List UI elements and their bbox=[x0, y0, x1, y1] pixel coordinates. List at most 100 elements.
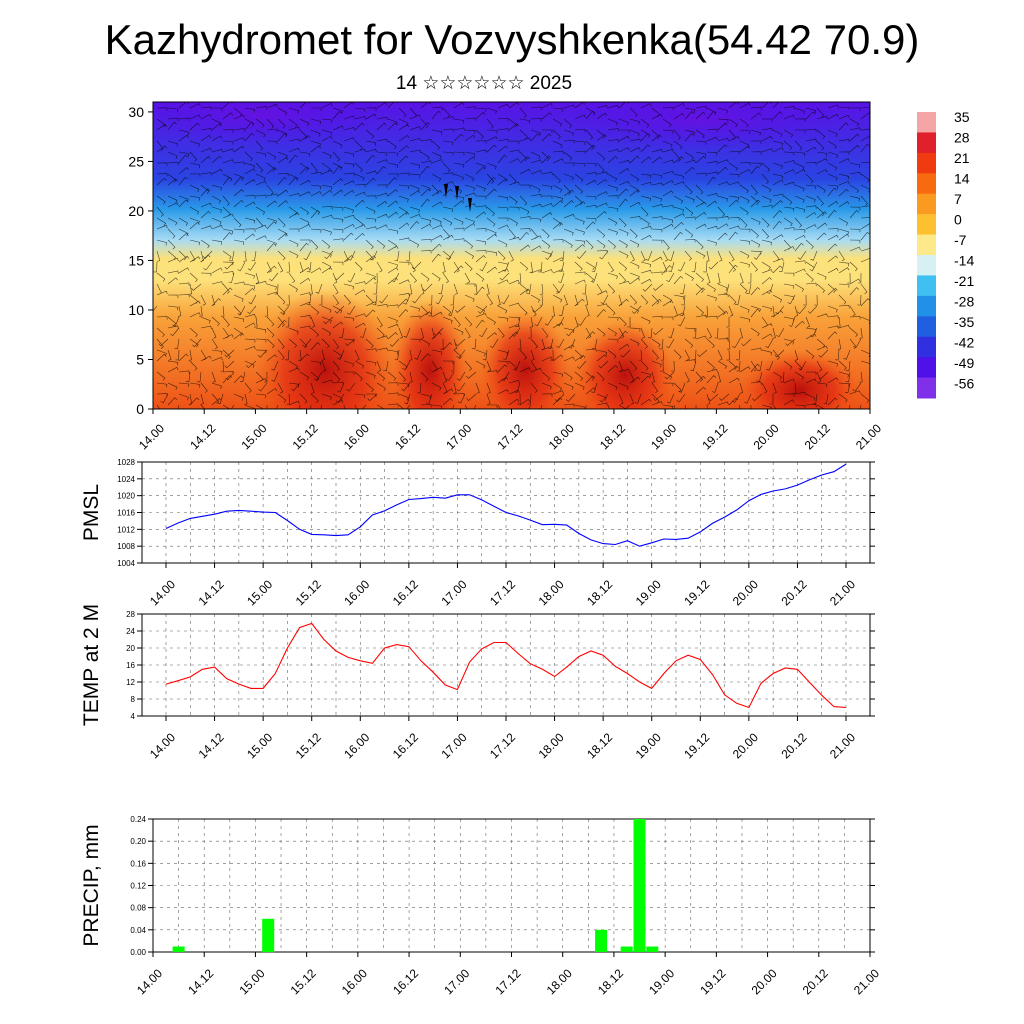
precip-xtick-label: 18.00 bbox=[544, 966, 575, 997]
temp-xtick-label: 19.12 bbox=[681, 730, 712, 761]
colorbar-label: 0 bbox=[954, 212, 962, 228]
wind-flag-2 bbox=[468, 198, 472, 212]
precip-xtick-label: 17.00 bbox=[441, 966, 472, 997]
precip-xtick-label: 20.00 bbox=[749, 966, 780, 997]
precip-bar bbox=[633, 819, 646, 952]
precip-xtick-label: 14.12 bbox=[185, 966, 216, 997]
pmsl-xtick-label: 17.00 bbox=[438, 577, 469, 608]
wind-flag-1 bbox=[455, 186, 459, 200]
heat-xtick-label: 15.00 bbox=[238, 421, 269, 452]
precip-xtick-label: 20.12 bbox=[800, 966, 831, 997]
temp-xtick-label: 19.00 bbox=[633, 730, 664, 761]
precip-ytick-label: 0.12 bbox=[130, 882, 146, 891]
hot-core-3 bbox=[575, 320, 675, 409]
pmsl-xtick-label: 15.12 bbox=[293, 577, 324, 608]
pmsl-series-line bbox=[165, 463, 847, 547]
heat-xtick-label: 20.12 bbox=[802, 421, 833, 452]
temp-xtick-label: 14.00 bbox=[147, 730, 178, 761]
temp-ytick-label: 4 bbox=[131, 712, 136, 721]
heat-xtick-label: 17.12 bbox=[494, 421, 525, 452]
precip-ylabel: PRECIP, mm bbox=[80, 824, 103, 946]
heat-ytick-label: 5 bbox=[136, 351, 144, 367]
pmsl-xtick-label: 16.12 bbox=[390, 577, 421, 608]
heat-xtick-label: 16.12 bbox=[392, 421, 423, 452]
colorbar-swatch bbox=[917, 336, 936, 358]
colorbar-label: 21 bbox=[954, 150, 970, 166]
precip-ytick-label: 0.16 bbox=[130, 859, 146, 868]
heat-xtick-label: 19.12 bbox=[699, 421, 730, 452]
heat-xtick-label: 17.00 bbox=[443, 421, 474, 452]
precip-bar bbox=[620, 946, 633, 952]
colorbar-label: -49 bbox=[954, 355, 974, 371]
temp-ytick-label: 20 bbox=[126, 644, 135, 653]
temp-xtick-label: 15.00 bbox=[244, 730, 275, 761]
temp-xtick-label: 16.12 bbox=[390, 730, 421, 761]
precip-xtick-label: 15.00 bbox=[236, 966, 267, 997]
temp-ytick-label: 24 bbox=[126, 627, 135, 636]
temp-xtick-label: 16.00 bbox=[341, 730, 372, 761]
heat-xtick-label: 19.00 bbox=[648, 421, 679, 452]
heatmap-panel: 0 5 10 15 20 25 30 14.00 14.12 15.00 15.12 16.00 16.… bbox=[128, 101, 884, 452]
precip-xtick-label: 17.12 bbox=[492, 966, 523, 997]
heat-xtick-label: 15.12 bbox=[290, 421, 321, 452]
heat-ytick-label: 10 bbox=[128, 302, 144, 318]
colorbar-label: 28 bbox=[954, 130, 970, 146]
pmsl-xtick-label: 18.00 bbox=[536, 577, 567, 608]
precip-bar bbox=[262, 918, 275, 953]
temp-xtick-label: 14.12 bbox=[196, 730, 227, 761]
colorbar-label: -14 bbox=[954, 253, 974, 269]
pmsl-xtick-label: 18.12 bbox=[584, 577, 615, 608]
heatmap-blobs bbox=[153, 102, 860, 409]
colorbar-swatch bbox=[917, 173, 936, 195]
heat-xtick-label: 18.00 bbox=[546, 421, 577, 452]
heat-xtick-label: 20.00 bbox=[751, 421, 782, 452]
pmsl-ytick-label: 1012 bbox=[117, 525, 135, 534]
pmsl-xtick-label: 21.00 bbox=[827, 577, 858, 608]
temp-xtick-label: 18.12 bbox=[584, 730, 615, 761]
temp-ytick-label: 12 bbox=[126, 678, 135, 687]
colorbar-label: -21 bbox=[954, 273, 974, 289]
cold-core-1 bbox=[560, 102, 840, 150]
temp-ylabel: TEMP at 2 M bbox=[80, 604, 103, 726]
cold-core-0 bbox=[153, 102, 380, 145]
temp-xtick-label: 15.12 bbox=[293, 730, 324, 761]
wind-flag-0 bbox=[444, 184, 448, 198]
colorbar-swatch bbox=[917, 132, 936, 154]
pmsl-xtick-label: 19.12 bbox=[681, 577, 712, 608]
heat-xtick-label: 14.00 bbox=[136, 421, 167, 452]
pmsl-xtick-label: 16.00 bbox=[341, 577, 372, 608]
heat-xtick-label: 16.00 bbox=[341, 421, 372, 452]
pmsl-panel: 1004 1008 1012 1016 1020 1024 1028 14.00 14.12 15… bbox=[80, 458, 875, 608]
precip-bar bbox=[646, 946, 659, 952]
temp-xtick-label: 20.12 bbox=[778, 730, 809, 761]
temp-xtick-label: 18.00 bbox=[536, 730, 567, 761]
pmsl-xtick-label: 20.00 bbox=[730, 577, 761, 608]
temp-ytick-label: 16 bbox=[126, 661, 135, 670]
colorbar-swatch bbox=[917, 316, 936, 338]
precip-xtick-label: 19.00 bbox=[646, 966, 677, 997]
heat-ytick-label: 0 bbox=[136, 401, 144, 417]
pmsl-xtick-label: 15.00 bbox=[244, 577, 275, 608]
heat-ytick-label: 20 bbox=[128, 203, 144, 219]
heat-xtick-label: 14.12 bbox=[187, 421, 218, 452]
temp-ytick-label: 28 bbox=[126, 610, 135, 619]
colorbar-swatch bbox=[917, 112, 936, 133]
precip-grid bbox=[152, 818, 871, 953]
pmsl-ytick-label: 1028 bbox=[117, 458, 135, 467]
temp-xtick-label: 21.00 bbox=[827, 730, 858, 761]
pmsl-xtick-label: 19.00 bbox=[633, 577, 664, 608]
temp-xtick-label: 17.12 bbox=[487, 730, 518, 761]
hot-core-2 bbox=[480, 310, 570, 409]
colorbar-label: 14 bbox=[954, 171, 970, 187]
colorbar-swatch bbox=[917, 214, 936, 236]
temp-ytick-label: 8 bbox=[131, 695, 136, 704]
hot-core-0 bbox=[255, 290, 395, 409]
heat-ytick-label: 15 bbox=[128, 252, 144, 268]
colorbar-swatch bbox=[917, 295, 936, 317]
temp-xtick-label: 20.00 bbox=[730, 730, 761, 761]
page-title: Kazhydromet for Vozvyshkenka(54.42 70.9) bbox=[104, 16, 920, 63]
precip-ytick-label: 0.08 bbox=[130, 904, 146, 913]
heat-xtick-label: 18.12 bbox=[597, 421, 628, 452]
precip-xtick-label: 14.00 bbox=[134, 966, 165, 997]
temp-grid bbox=[142, 613, 870, 717]
